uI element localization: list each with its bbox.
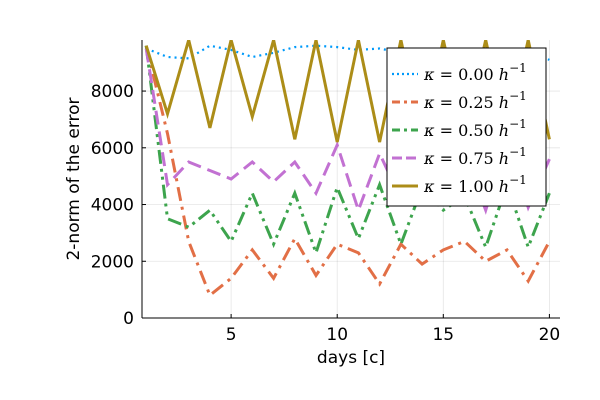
legend-label-part: 0.00 (458, 65, 494, 84)
legend: κ = 0.00 h−1κ = 0.25 h−1κ = 0.50 h−1κ = … (386, 47, 547, 207)
legend-label: κ = 0.00 h−1 (423, 61, 527, 84)
x-axis-label: days [c] (317, 348, 385, 368)
legend-label: κ = 1.00 h−1 (423, 173, 527, 196)
y-tick-label: 8000 (91, 82, 134, 102)
x-tick-label: 15 (432, 325, 454, 345)
ticks: 5 10 15 20 0 2000 4000 6000 8000 (91, 82, 560, 345)
series-line-1 (145, 44, 550, 61)
x-tick-label: 20 (539, 325, 561, 345)
legend-label-part: κ (423, 121, 435, 140)
series-line-2 (144, 45, 551, 298)
legend-label-part: h (494, 65, 509, 84)
legend-label-exponent: −1 (509, 61, 527, 75)
legend-label-part: h (494, 93, 509, 112)
legend-label-part: 0.25 (458, 93, 494, 112)
legend-label: κ = 0.25 h−1 (423, 89, 527, 112)
legend-label-part: 0.50 (458, 121, 494, 140)
legend-label-part: 0.75 (458, 149, 494, 168)
y-tick-label: 4000 (91, 196, 134, 216)
legend-label-part: κ (423, 177, 435, 196)
legend-label-part: h (494, 121, 509, 140)
axes (141, 40, 560, 319)
legend-label-exponent: −1 (509, 173, 527, 187)
legend-label-part: = (435, 93, 459, 112)
series-line-4 (144, 48, 551, 215)
x-tick-label: 10 (326, 325, 348, 345)
legend-label-part: h (494, 177, 509, 196)
legend-label-part: = (435, 121, 459, 140)
legend-label-part: = (435, 149, 459, 168)
legend-label-part: κ (423, 93, 435, 112)
legend-label-exponent: −1 (509, 117, 527, 131)
legend-label-part: κ (423, 149, 435, 168)
y-tick-label: 6000 (91, 139, 134, 159)
legend-label: κ = 0.75 h−1 (423, 145, 527, 168)
y-axis-label: 2-norm of the error (64, 97, 84, 260)
y-tick-label: 0 (123, 309, 134, 329)
legend-label-part: 1.00 (458, 177, 494, 196)
series-line-3 (144, 45, 551, 258)
legend-label-part: = (435, 65, 459, 84)
legend-box (386, 47, 547, 207)
legend-label-part: = (435, 177, 459, 196)
legend-label-exponent: −1 (509, 145, 527, 159)
legend-label-exponent: −1 (509, 89, 527, 103)
legend-label: κ = 0.50 h−1 (423, 117, 527, 140)
x-tick-label: 5 (226, 325, 237, 345)
y-tick-label: 2000 (91, 252, 134, 272)
legend-label-part: κ (423, 65, 435, 84)
legend-label-part: h (494, 149, 509, 168)
